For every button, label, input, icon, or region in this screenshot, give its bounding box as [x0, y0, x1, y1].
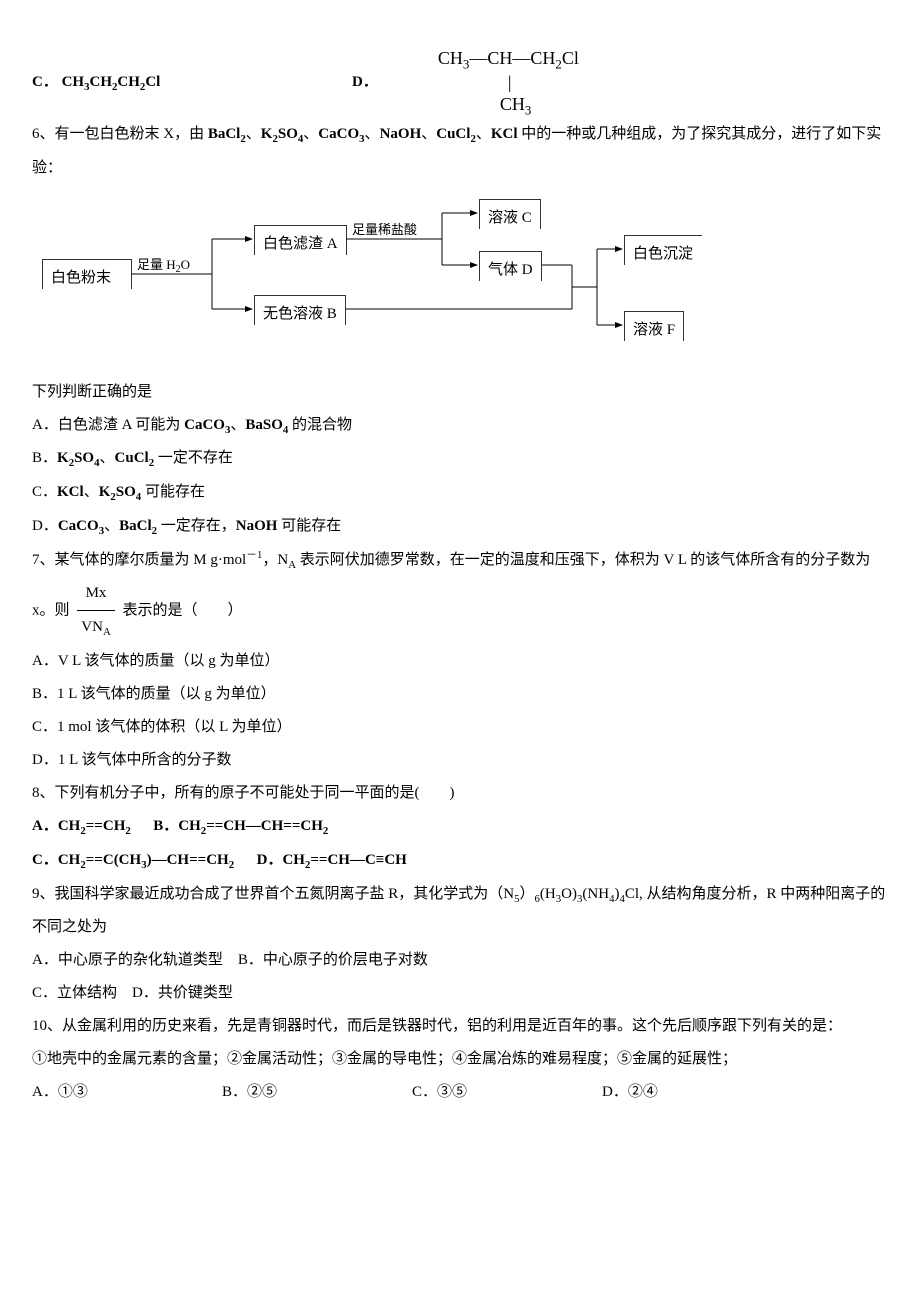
q10-option-d: D．②④ [602, 1076, 792, 1109]
flow-node-f: 溶液 F [624, 311, 684, 341]
q8-option-c: C．CH2==C(CH3)—CH==CH2 [32, 852, 234, 868]
q6-option-d: D．CaCO3、BaCl2 一定存在，NaOH 可能存在 [32, 510, 888, 544]
q9-option-c: C．立体结构 [32, 985, 117, 1001]
q10-option-b: B．②⑤ [222, 1076, 412, 1109]
q8-option-d: D．CH2==CH—C≡CH [257, 852, 407, 868]
q6-flowchart: 白色粉末 X 足量 H2O 白色滤渣 A 无色溶液 B 足量稀盐酸 溶液 C 气… [42, 199, 888, 362]
q5-option-c: C． CH3CH2CH2Cl [32, 66, 352, 100]
flow-node-start: 白色粉末 X [42, 259, 132, 289]
q6-judge: 下列判断正确的是 [32, 376, 888, 409]
flowchart-svg: 白色粉末 X 足量 H2O 白色滤渣 A 无色溶液 B 足量稀盐酸 溶液 C 气… [42, 199, 702, 349]
q6-option-a: A．白色滤渣 A 可能为 CaCO3、BaSO4 的混合物 [32, 409, 888, 443]
q8-stem: 8、下列有机分子中，所有的原子不可能处于同一平面的是( ) [32, 777, 888, 810]
q7-option-a: A．V L 该气体的质量（以 g 为单位） [32, 645, 888, 678]
q10-option-c: C．③⑤ [412, 1076, 602, 1109]
flow-node-d: 气体 D [479, 251, 542, 281]
formula-text: CH3CH2CH2Cl [62, 74, 161, 90]
q6-option-b: B．K2SO4、CuCl2 一定不存在 [32, 442, 888, 476]
q9-stem: 9、我国科学家最近成功合成了世界首个五氮阴离子盐 R，其化学式为（N5）6(H3… [32, 878, 888, 945]
q9-option-b: B．中心原子的价层电子对数 [238, 952, 428, 968]
fraction: MxVNA [77, 577, 114, 645]
q8-option-b: B．CH2==CH—CH==CH2 [153, 818, 328, 834]
q7-option-c: C．1 mol 该气体的体积（以 L 为单位） [32, 711, 888, 744]
q7-option-b: B．1 L 该气体的质量（以 g 为单位） [32, 678, 888, 711]
flow-node-c: 溶液 C [479, 199, 541, 229]
q9-options-row2: C．立体结构 D．共价键类型 [32, 977, 888, 1010]
arrow-label: 足量 H2O [137, 257, 190, 275]
arrow-label: 足量稀盐酸 [352, 222, 417, 237]
q8-options-row1: A．CH2==CH2 B．CH2==CH—CH==CH2 [32, 810, 888, 844]
option-label: C． [32, 74, 58, 90]
q5-option-d: D． CH3—CH—CH2Cl | CH3 [352, 48, 579, 118]
q9-options-row1: A．中心原子的杂化轨道类型 B．中心原子的价层电子对数 [32, 944, 888, 977]
q6-stem: 6、有一包白色粉末 X，由 BaCl2、K2SO4、CaCO3、NaOH、CuC… [32, 118, 888, 185]
q8-option-a: A．CH2==CH2 [32, 818, 131, 834]
q6-option-c: C．KCl、K2SO4 可能存在 [32, 476, 888, 510]
q5-options-row: C． CH3CH2CH2Cl D． CH3—CH—CH2Cl | CH3 [32, 48, 888, 118]
flow-node-b: 无色溶液 B [254, 295, 346, 325]
q7-stem: 7、某气体的摩尔质量为 M g·mol－1，NA 表示阿伏加德罗常数，在一定的温… [32, 544, 888, 646]
sf-line3: CH3 [438, 94, 532, 114]
q10-stem: 10、从金属利用的历史来看，先是青铜器时代，而后是铁器时代，铝的利用是近百年的事… [32, 1010, 888, 1043]
q10-items: ①地壳中的金属元素的含量；②金属活动性；③金属的导电性；④金属冶炼的难易程度；⑤… [32, 1043, 888, 1076]
q8-options-row2: C．CH2==C(CH3)—CH==CH2 D．CH2==CH—C≡CH [32, 844, 888, 878]
sf-line1: CH3—CH—CH2Cl [438, 48, 579, 68]
q10-option-a: A．①③ [32, 1076, 222, 1109]
q10-options: A．①③ B．②⑤ C．③⑤ D．②④ [32, 1076, 888, 1109]
flow-node-e: 白色沉淀 E [624, 235, 702, 265]
q9-option-d: D．共价键类型 [132, 985, 233, 1001]
structural-formula: CH3—CH—CH2Cl | CH3 [438, 48, 579, 118]
sf-bond: | [438, 72, 512, 92]
option-label: D． [352, 66, 378, 99]
q9-option-a: A．中心原子的杂化轨道类型 [32, 952, 223, 968]
flow-node-a: 白色滤渣 A [254, 225, 347, 255]
q7-option-d: D．1 L 该气体中所含的分子数 [32, 744, 888, 777]
